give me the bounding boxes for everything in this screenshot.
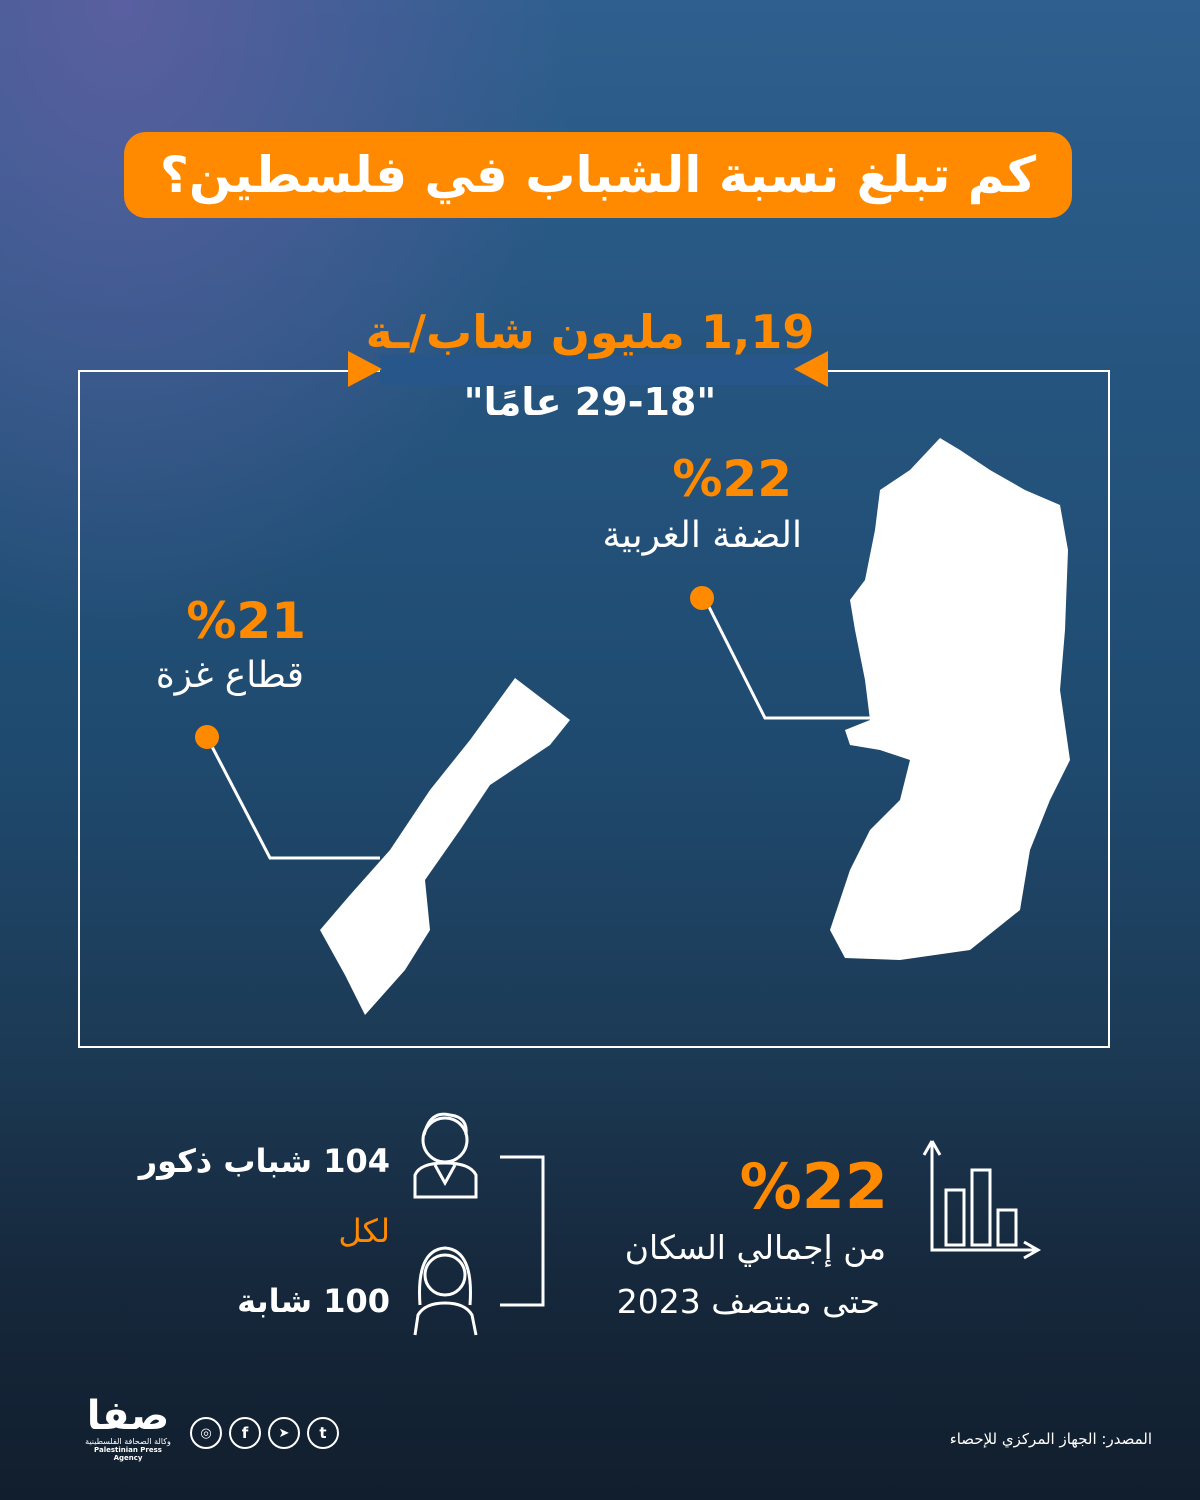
- male-icon: [413, 1112, 478, 1199]
- logo-arabic: وكالة الصحافة الفلسطينية: [85, 1437, 171, 1446]
- gender-icons: [413, 1112, 545, 1336]
- west-bank-dot: [690, 586, 714, 610]
- logo-english: Palestinian Press Agency: [94, 1446, 162, 1462]
- per-label: لكل: [338, 1212, 390, 1250]
- population-percent: %22: [739, 1150, 888, 1223]
- male-count: 104 شباب ذكور: [138, 1142, 390, 1180]
- gaza-map: [320, 678, 570, 1015]
- arrow-left-icon: [794, 351, 828, 387]
- leader-line: [205, 736, 380, 860]
- total-youth: 1,19 مليون شاب/ـة: [365, 305, 815, 359]
- bar-chart-icon: [922, 1140, 1042, 1260]
- page-title: كم تبلغ نسبة الشباب في فلسطين؟: [124, 132, 1072, 218]
- logo: صفا وكالة الصحافة الفلسطينية Palestinian…: [80, 1395, 176, 1462]
- population-line1: من إجمالي السكان: [624, 1228, 886, 1267]
- telegram-icon[interactable]: ➤: [268, 1417, 300, 1449]
- female-count: 100 شابة: [237, 1282, 390, 1320]
- arrows: [348, 351, 828, 387]
- instagram-icon[interactable]: ◎: [190, 1417, 222, 1449]
- population-line2: حتى منتصف 2023: [616, 1282, 880, 1321]
- social-links: ◎ f ➤ t: [190, 1417, 339, 1449]
- west-bank-percent: %22: [672, 450, 792, 508]
- west-bank-map: [830, 438, 1070, 960]
- west-bank-label: الضفة الغربية: [602, 515, 802, 556]
- facebook-icon[interactable]: f: [229, 1417, 261, 1449]
- gaza-label: قطاع غزة: [155, 655, 304, 696]
- age-range: "29-18 عامًا": [463, 380, 717, 424]
- bracket: [500, 1155, 545, 1307]
- gaza-dot: [195, 725, 219, 749]
- gaza-percent: %21: [186, 592, 306, 650]
- tumblr-icon[interactable]: t: [307, 1417, 339, 1449]
- logo-text: صفا: [86, 1393, 170, 1439]
- arrow-right-icon: [348, 351, 382, 387]
- leader-line: [702, 596, 880, 720]
- female-icon: [413, 1246, 478, 1336]
- source-text: المصدر: الجهاز المركزي للإحصاء: [949, 1430, 1152, 1448]
